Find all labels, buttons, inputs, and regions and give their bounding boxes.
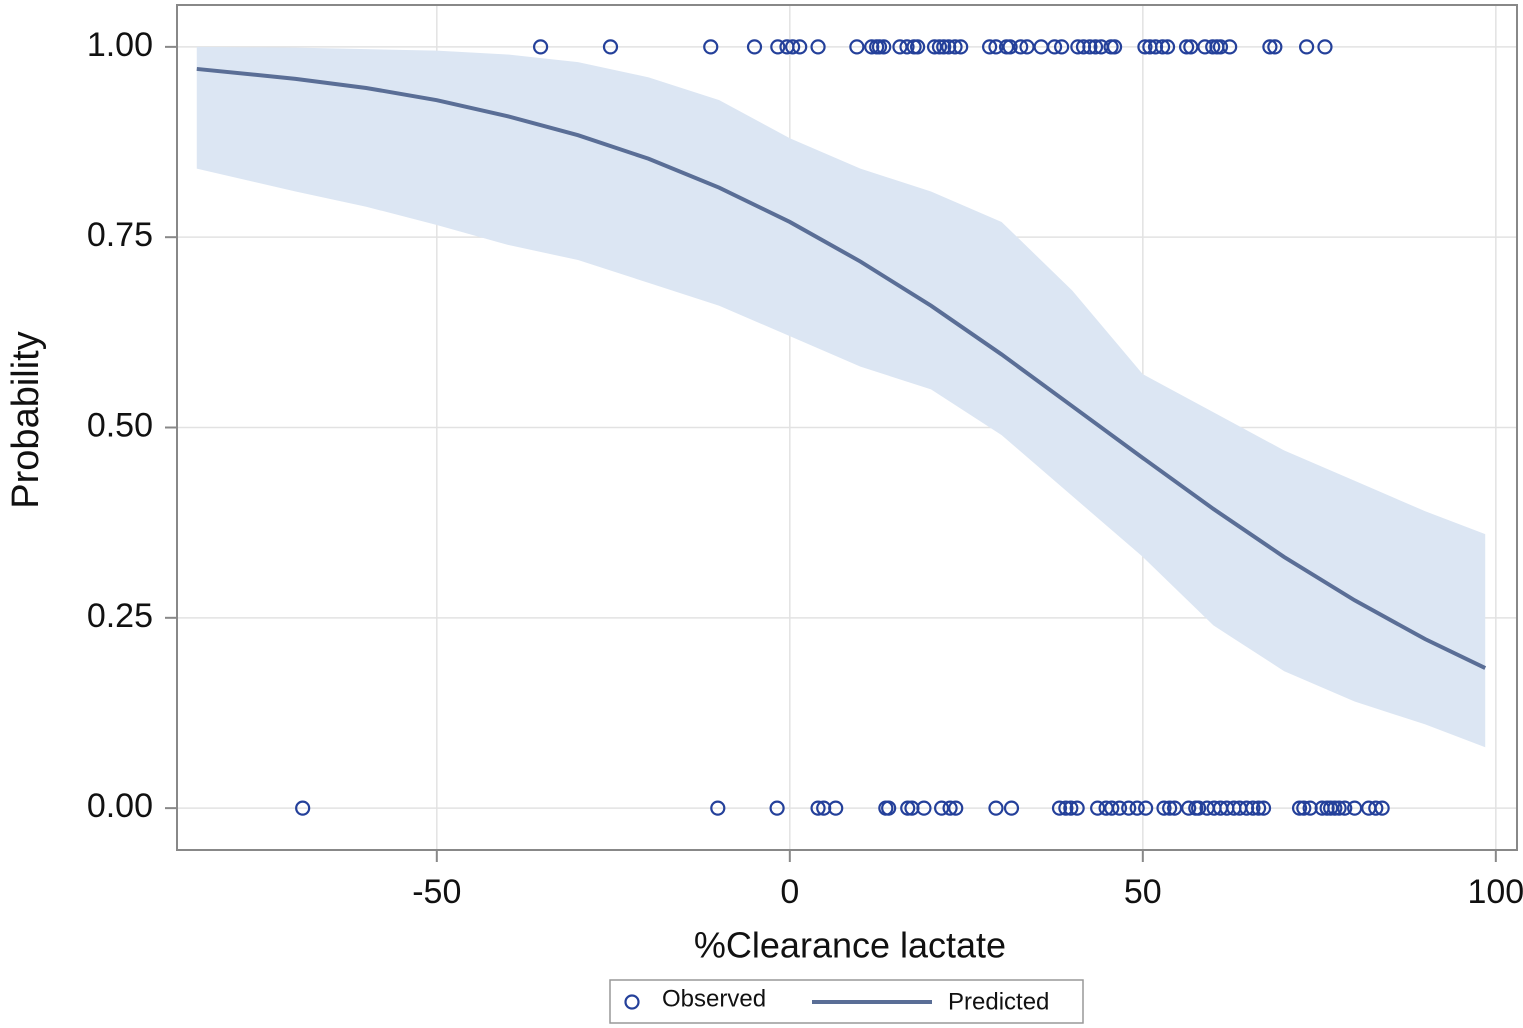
observed-point bbox=[1090, 800, 1106, 816]
observed-point bbox=[703, 39, 719, 55]
observed-point bbox=[770, 39, 786, 55]
observed-point bbox=[1121, 800, 1137, 816]
observed-point bbox=[892, 39, 908, 55]
observed-point bbox=[1212, 39, 1229, 55]
observed-point bbox=[1104, 800, 1120, 816]
observed-point bbox=[1154, 39, 1171, 55]
observed-point bbox=[1166, 800, 1183, 816]
observed-point bbox=[295, 800, 311, 816]
observed-point bbox=[931, 39, 948, 55]
observed-point bbox=[1178, 39, 1195, 55]
y-tick-label: 1.00 bbox=[87, 26, 153, 64]
observed-point bbox=[1183, 39, 1199, 55]
legend-label: Predicted bbox=[948, 988, 1049, 1015]
observed-point bbox=[828, 800, 844, 816]
y-tick-label: 0.75 bbox=[87, 216, 153, 254]
observed-point bbox=[1245, 800, 1261, 816]
x-tick-label: -50 bbox=[412, 873, 461, 911]
observed-point bbox=[1082, 39, 1098, 55]
observed-point bbox=[947, 39, 963, 55]
observed-point bbox=[1087, 39, 1104, 55]
observed-point bbox=[1296, 800, 1312, 816]
observed-point bbox=[871, 39, 888, 55]
observed-point bbox=[1051, 800, 1068, 816]
x-tick-label: 100 bbox=[1467, 873, 1523, 911]
observed-point bbox=[1291, 800, 1308, 816]
x-tick-label: 0 bbox=[780, 873, 799, 911]
observed-point bbox=[1002, 39, 1018, 55]
y-axis-label: Probability bbox=[5, 331, 47, 508]
observed-point bbox=[988, 39, 1004, 55]
observed-point bbox=[1299, 39, 1315, 55]
observed-point bbox=[1046, 39, 1063, 55]
observed-point bbox=[942, 800, 958, 816]
observed-point bbox=[746, 39, 763, 55]
observed-point bbox=[934, 800, 950, 816]
axis-frame bbox=[176, 4, 1518, 851]
observed-point bbox=[1262, 39, 1278, 55]
observed-point bbox=[900, 800, 916, 816]
observed-point bbox=[1069, 800, 1085, 816]
observed-point bbox=[1111, 800, 1128, 816]
predicted-line bbox=[196, 66, 1487, 670]
observed-point bbox=[1251, 800, 1267, 816]
observed-point bbox=[948, 800, 964, 816]
observed-point bbox=[785, 39, 801, 55]
observed-point bbox=[1019, 39, 1035, 55]
observed-point bbox=[1323, 800, 1339, 816]
observed-point bbox=[876, 39, 892, 55]
legend-marker bbox=[624, 994, 640, 1010]
y-tick-label: 0.50 bbox=[87, 406, 153, 444]
observed-point bbox=[769, 800, 785, 816]
observed-point bbox=[916, 800, 932, 816]
observed-point bbox=[1058, 800, 1074, 816]
observed-point bbox=[1129, 800, 1145, 816]
observed-point bbox=[1222, 39, 1238, 55]
observed-point bbox=[1159, 39, 1176, 55]
observed-point bbox=[849, 39, 865, 55]
observed-point bbox=[1063, 800, 1079, 816]
observed-point bbox=[881, 800, 897, 816]
observed-point bbox=[792, 39, 808, 55]
observed-point bbox=[1317, 39, 1333, 55]
observed-point bbox=[910, 39, 926, 55]
observed-point bbox=[1255, 800, 1272, 816]
x-tick-label: 50 bbox=[1124, 873, 1162, 911]
observed-point bbox=[926, 39, 943, 55]
observed-point bbox=[953, 39, 969, 55]
observed-point bbox=[899, 39, 915, 55]
observed-point bbox=[810, 800, 826, 816]
observed-point bbox=[1106, 39, 1123, 55]
observed-point bbox=[1162, 800, 1178, 816]
observed-point bbox=[1181, 800, 1197, 816]
observed-point bbox=[1003, 800, 1020, 816]
observed-point bbox=[1156, 800, 1172, 816]
observed-point bbox=[1054, 39, 1070, 55]
observed-point bbox=[988, 800, 1004, 816]
observed-point bbox=[1347, 800, 1363, 816]
observed-point bbox=[1337, 800, 1353, 816]
legend-label: Observed bbox=[662, 985, 766, 1012]
observed-point bbox=[1013, 39, 1029, 55]
observed-point bbox=[1267, 39, 1283, 55]
observed-point bbox=[1138, 800, 1154, 816]
confidence-band bbox=[196, 46, 1486, 748]
observed-point bbox=[532, 39, 549, 55]
observed-point bbox=[1205, 39, 1221, 55]
observed-point bbox=[1190, 800, 1207, 816]
observed-point bbox=[1137, 39, 1153, 55]
observed-point bbox=[982, 39, 998, 55]
observed-point bbox=[936, 39, 952, 55]
observed-point bbox=[710, 800, 726, 816]
observed-point bbox=[1374, 800, 1390, 816]
y-tick-label: 0.25 bbox=[87, 597, 153, 635]
x-axis-label: %Clearance lactate bbox=[694, 925, 1006, 966]
observed-point bbox=[1327, 800, 1343, 816]
observed-point bbox=[810, 39, 826, 55]
y-tick-label: 0.00 bbox=[87, 787, 153, 825]
observed-point bbox=[1368, 800, 1384, 816]
observed-point bbox=[602, 39, 619, 55]
observed-point bbox=[1331, 800, 1347, 816]
